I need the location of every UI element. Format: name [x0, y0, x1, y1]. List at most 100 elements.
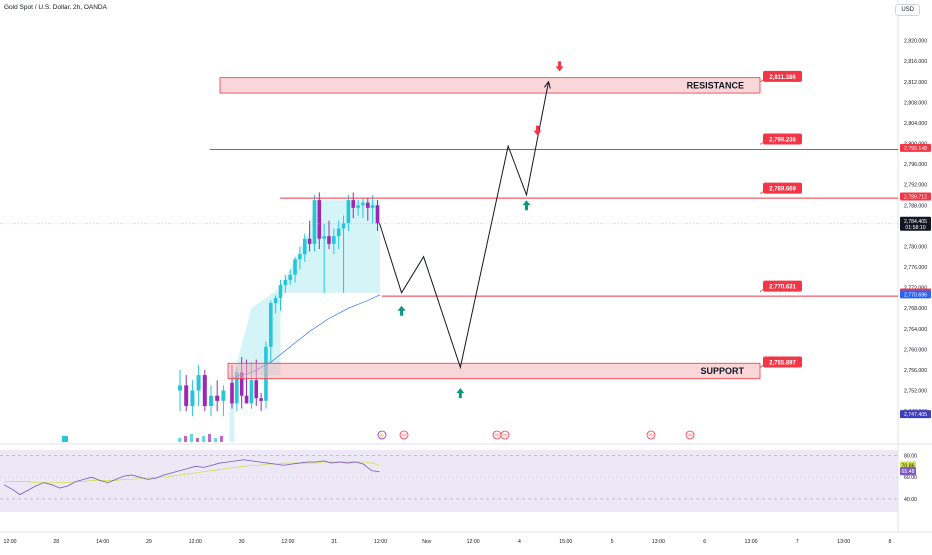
candle: [249, 380, 254, 404]
lightning-event-icon: [377, 430, 387, 440]
last-price-badge: [900, 216, 931, 231]
candle: [209, 395, 213, 406]
candle: [356, 205, 360, 208]
candle: [202, 375, 207, 406]
candle: [230, 382, 234, 404]
volume-bar: [190, 434, 193, 442]
time-tick-label: Nov: [422, 539, 432, 545]
time-tick-label: 13:00: [837, 539, 850, 545]
price-axis-badge: [900, 410, 931, 419]
level-label: 2,799.236: [769, 137, 796, 143]
price-tick-label: 2,788.000: [904, 203, 927, 209]
price-tick-label: 2,768.000: [904, 306, 927, 312]
flag-glyph: [401, 433, 407, 437]
level-label-box: [763, 70, 802, 82]
candle: [327, 236, 331, 244]
time-tick-label: 15:00: [559, 539, 572, 545]
price-axis-badge: [900, 143, 931, 152]
rsi-badge-label: 65.48: [902, 469, 915, 475]
rsi-line: [3, 459, 380, 496]
candle: [351, 200, 356, 208]
rsi-tick-label: 40.00: [904, 497, 917, 503]
candle: [366, 202, 370, 208]
candle: [341, 223, 346, 229]
price-tick-label: 2,776.000: [904, 265, 927, 271]
time-tick-label: 7: [796, 539, 799, 545]
time-tick-label: 31: [331, 539, 337, 545]
price-tick-label: 2,756.000: [904, 368, 927, 374]
bar-countdown: 01:58:10: [905, 225, 925, 231]
candle: [312, 200, 317, 244]
candle: [259, 398, 263, 401]
flag-glyph: [494, 433, 500, 437]
candle: [178, 385, 182, 391]
last-price-value: 2,784.405: [904, 219, 927, 225]
candle: [244, 395, 249, 404]
candle: [317, 200, 322, 239]
time-tick-label: 5: [611, 539, 614, 545]
candle: [184, 385, 189, 406]
level-label: 2,811.386: [769, 75, 796, 81]
time-tick-label: 29: [146, 539, 152, 545]
candle: [273, 297, 278, 304]
rsi-ma-line: [4, 461, 380, 484]
rsi-badge: [900, 467, 916, 476]
flag-glyph: [648, 433, 654, 437]
level-label-box: [763, 133, 802, 145]
volume-bar: [62, 436, 68, 442]
candle: [190, 390, 195, 406]
candle: [221, 390, 226, 401]
price-tick-label: 2,764.000: [904, 327, 927, 333]
time-tick-label: 13:00: [652, 539, 665, 545]
candle: [361, 202, 365, 206]
resistance-label: RESISTANCE: [687, 81, 744, 91]
price-tick-label: 2,804.000: [904, 121, 927, 127]
time-tick-label: 12:00: [467, 539, 480, 545]
resistance-zone: [219, 77, 761, 94]
candle: [293, 259, 297, 275]
price-tick-label: 2,808.000: [904, 100, 927, 106]
support-zone: [227, 362, 761, 380]
early-candles: [178, 364, 226, 417]
level-label-box: [763, 356, 802, 368]
volume-bar: [202, 436, 205, 442]
flag-glyph: [502, 433, 508, 437]
time-tick-label: 14:00: [96, 539, 109, 545]
support-label: SUPPORT: [700, 366, 744, 376]
rsi-badge-label: 70.86: [902, 463, 915, 469]
candle: [239, 372, 244, 396]
arrow-down-icon: [533, 125, 542, 136]
price-tick-label: 2,760.000: [904, 347, 927, 353]
level-label-box: [763, 182, 802, 194]
candle: [288, 274, 292, 280]
candle: [278, 285, 283, 298]
price-tick-label: 2,796.000: [904, 162, 927, 168]
time-tick-label: 30: [239, 539, 245, 545]
candle: [307, 238, 312, 244]
arrow-up-icon: [456, 388, 465, 399]
time-tick-label: 13:00: [745, 539, 758, 545]
volume-bar: [208, 434, 211, 442]
time-axis: 12:00 28 14:00 29 12:00 30 12:00 31 12:00 Nov 12:0…: [4, 539, 892, 545]
candle: [269, 303, 273, 347]
time-tick-label: 6: [703, 539, 706, 545]
candle: [336, 228, 341, 237]
candle: [196, 375, 201, 391]
candle: [370, 205, 375, 208]
price-axis-badge: [900, 192, 931, 201]
candle: [332, 236, 336, 244]
time-tick-label: 4: [518, 539, 521, 545]
time-tick-label: 28: [53, 539, 59, 545]
volume-bar: [196, 438, 199, 442]
currency-button[interactable]: USD: [895, 4, 920, 16]
volume-bar: [184, 436, 187, 442]
rsi-tick-label: 60.00: [904, 475, 917, 481]
volume-bar: [214, 438, 217, 442]
time-tick-label: 12:00: [374, 539, 387, 545]
level-label: 2,770.631: [769, 285, 796, 291]
arrow-up-icon: [522, 200, 531, 211]
level-label-box: [763, 280, 802, 292]
candle: [235, 372, 239, 404]
arrow-down-icon: [555, 61, 564, 72]
